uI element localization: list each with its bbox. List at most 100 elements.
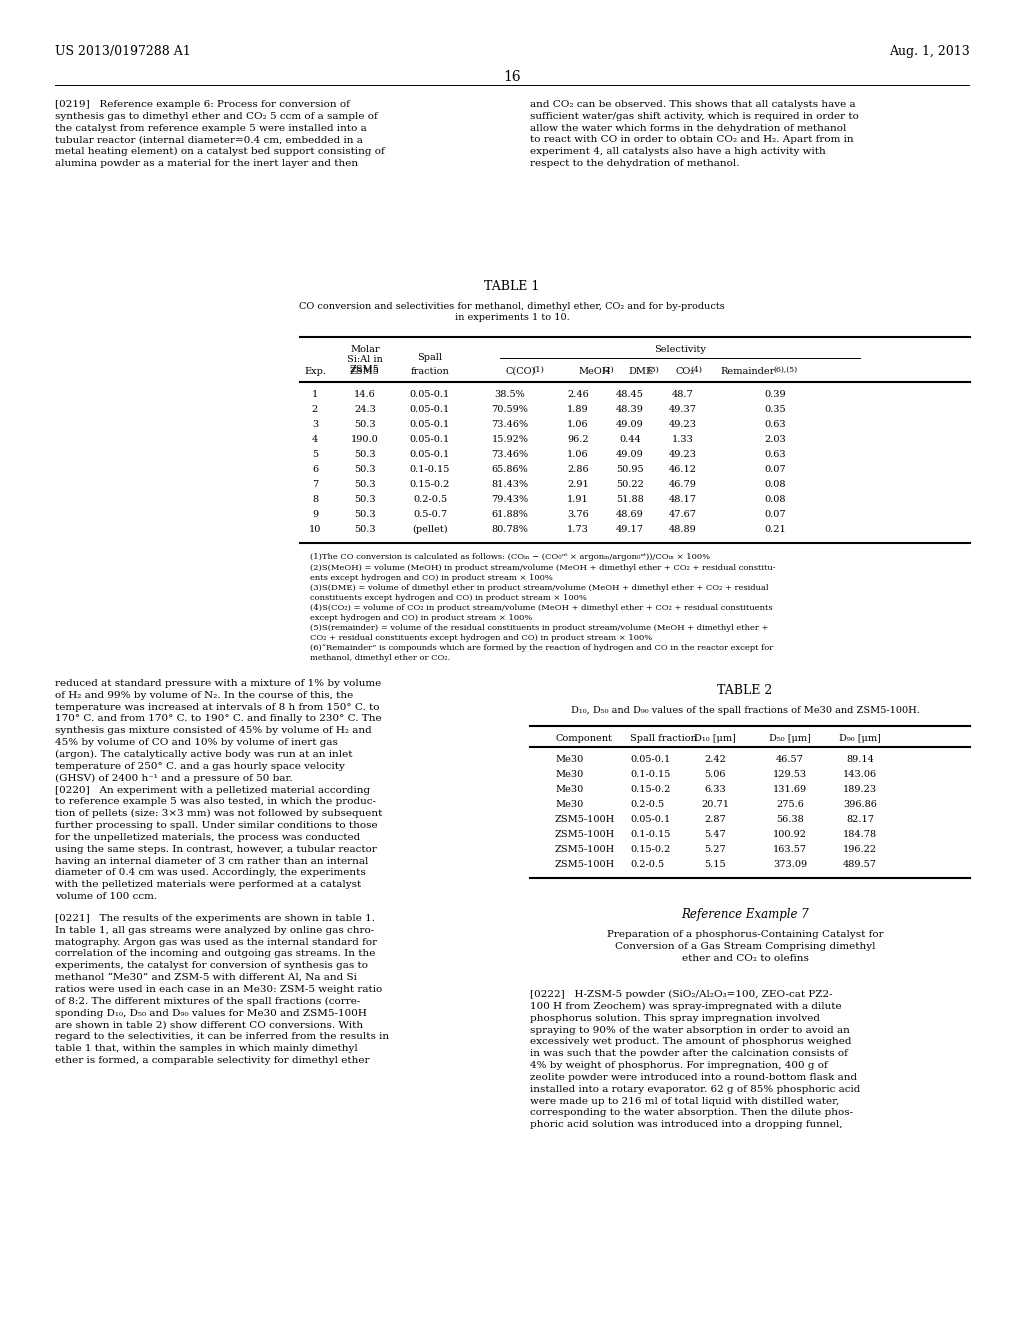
Text: 50.3: 50.3 — [354, 420, 376, 429]
Text: 0.05-0.1: 0.05-0.1 — [410, 450, 451, 459]
Text: 131.69: 131.69 — [773, 785, 807, 795]
Text: 48.45: 48.45 — [616, 389, 644, 399]
Text: 143.06: 143.06 — [843, 770, 878, 779]
Text: ZSM5-100H: ZSM5-100H — [555, 814, 615, 824]
Text: DME: DME — [628, 367, 653, 376]
Text: 50.3: 50.3 — [354, 465, 376, 474]
Text: 489.57: 489.57 — [843, 861, 877, 869]
Text: TABLE 2: TABLE 2 — [718, 684, 773, 697]
Text: Me30: Me30 — [555, 800, 584, 809]
Text: 5.27: 5.27 — [705, 845, 726, 854]
Text: 0.08: 0.08 — [764, 495, 785, 504]
Text: 100.92: 100.92 — [773, 830, 807, 840]
Text: 8: 8 — [312, 495, 318, 504]
Text: Spall fraction: Spall fraction — [630, 734, 697, 743]
Text: (2)S(MeOH) = volume (MeOH) in product stream/volume (MeOH + dimethyl ether + CO₂: (2)S(MeOH) = volume (MeOH) in product st… — [310, 564, 775, 582]
Text: 0.05-0.1: 0.05-0.1 — [410, 389, 451, 399]
Text: 46.12: 46.12 — [669, 465, 697, 474]
Text: D₅₀ [μm]: D₅₀ [μm] — [769, 734, 811, 743]
Text: 70.59%: 70.59% — [492, 405, 528, 414]
Text: (3)S(DME) = volume of dimethyl ether in product stream/volume (MeOH + dimethyl e: (3)S(DME) = volume of dimethyl ether in … — [310, 583, 769, 602]
Text: 6.33: 6.33 — [705, 785, 726, 795]
Text: 73.46%: 73.46% — [492, 450, 528, 459]
Text: 48.17: 48.17 — [669, 495, 697, 504]
Text: 190.0: 190.0 — [351, 436, 379, 444]
Text: 0.63: 0.63 — [764, 450, 785, 459]
Text: 396.86: 396.86 — [843, 800, 877, 809]
Text: 0.15-0.2: 0.15-0.2 — [630, 845, 671, 854]
Text: [0219]   Reference example 6: Process for conversion of
synthesis gas to dimethy: [0219] Reference example 6: Process for … — [55, 100, 385, 168]
Text: 16: 16 — [503, 70, 521, 84]
Text: 15.92%: 15.92% — [492, 436, 528, 444]
Text: 14.6: 14.6 — [354, 389, 376, 399]
Text: Me30: Me30 — [555, 770, 584, 779]
Text: 2.87: 2.87 — [705, 814, 726, 824]
Text: 0.5-0.7: 0.5-0.7 — [413, 510, 447, 519]
Text: Preparation of a phosphorus-Containing Catalyst for
Conversion of a Gas Stream C: Preparation of a phosphorus-Containing C… — [606, 931, 884, 962]
Text: reduced at standard pressure with a mixture of 1% by volume
of H₂ and 99% by vol: reduced at standard pressure with a mixt… — [55, 678, 382, 902]
Text: D₉₀ [μm]: D₉₀ [μm] — [839, 734, 881, 743]
Text: 1.73: 1.73 — [567, 525, 589, 535]
Text: 5.47: 5.47 — [705, 830, 726, 840]
Text: 3.76: 3.76 — [567, 510, 589, 519]
Text: Aug. 1, 2013: Aug. 1, 2013 — [889, 45, 970, 58]
Text: (pellet): (pellet) — [413, 525, 447, 535]
Text: 0.07: 0.07 — [764, 465, 785, 474]
Text: 5.15: 5.15 — [705, 861, 726, 869]
Text: 56.38: 56.38 — [776, 814, 804, 824]
Text: 0.1-0.15: 0.1-0.15 — [630, 770, 671, 779]
Text: ZSM5: ZSM5 — [350, 366, 380, 374]
Text: 0.1-0.15: 0.1-0.15 — [410, 465, 451, 474]
Text: ZSM5: ZSM5 — [350, 367, 380, 376]
Text: 6: 6 — [312, 465, 318, 474]
Text: 9: 9 — [312, 510, 318, 519]
Text: Reference Example 7: Reference Example 7 — [681, 908, 809, 921]
Text: 2.91: 2.91 — [567, 480, 589, 488]
Text: 0.07: 0.07 — [764, 510, 785, 519]
Text: 49.17: 49.17 — [616, 525, 644, 535]
Text: Me30: Me30 — [555, 785, 584, 795]
Text: 7: 7 — [312, 480, 318, 488]
Text: 38.5%: 38.5% — [495, 389, 525, 399]
Text: 0.2-0.5: 0.2-0.5 — [630, 861, 665, 869]
Text: 50.3: 50.3 — [354, 525, 376, 535]
Text: 1.33: 1.33 — [672, 436, 694, 444]
Text: 49.23: 49.23 — [669, 420, 697, 429]
Text: 0.05-0.1: 0.05-0.1 — [410, 420, 451, 429]
Text: 4: 4 — [312, 436, 318, 444]
Text: 0.05-0.1: 0.05-0.1 — [630, 814, 671, 824]
Text: 373.09: 373.09 — [773, 861, 807, 869]
Text: D₁₀ [μm]: D₁₀ [μm] — [694, 734, 736, 743]
Text: (4): (4) — [690, 366, 702, 374]
Text: (6),(5): (6),(5) — [773, 366, 797, 374]
Text: 163.57: 163.57 — [773, 845, 807, 854]
Text: [0221]   The results of the experiments are shown in table 1.
In table 1, all ga: [0221] The results of the experiments ar… — [55, 913, 389, 1065]
Text: 61.88%: 61.88% — [492, 510, 528, 519]
Text: (3): (3) — [647, 366, 658, 374]
Text: 48.89: 48.89 — [669, 525, 697, 535]
Text: 20.71: 20.71 — [701, 800, 729, 809]
Text: 24.3: 24.3 — [354, 405, 376, 414]
Text: 79.43%: 79.43% — [492, 495, 528, 504]
Text: (4)S(CO₂) = volume of CO₂ in product stream/volume (MeOH + dimethyl ether + CO₂ : (4)S(CO₂) = volume of CO₂ in product str… — [310, 605, 773, 622]
Text: Component: Component — [555, 734, 612, 743]
Text: 0.2-0.5: 0.2-0.5 — [413, 495, 447, 504]
Text: fraction: fraction — [411, 367, 450, 376]
Text: 46.57: 46.57 — [776, 755, 804, 764]
Text: 65.86%: 65.86% — [492, 465, 528, 474]
Text: 50.22: 50.22 — [616, 480, 644, 488]
Text: 96.2: 96.2 — [567, 436, 589, 444]
Text: 129.53: 129.53 — [773, 770, 807, 779]
Text: 0.08: 0.08 — [764, 480, 785, 488]
Text: 49.37: 49.37 — [669, 405, 697, 414]
Text: (2): (2) — [602, 366, 613, 374]
Text: 50.3: 50.3 — [354, 495, 376, 504]
Text: 2: 2 — [312, 405, 318, 414]
Text: 73.46%: 73.46% — [492, 420, 528, 429]
Text: 49.23: 49.23 — [669, 450, 697, 459]
Text: 1.89: 1.89 — [567, 405, 589, 414]
Text: (6)“Remainder” is compounds which are formed by the reaction of hydrogen and CO : (6)“Remainder” is compounds which are fo… — [310, 644, 773, 661]
Text: 51.88: 51.88 — [616, 495, 644, 504]
Text: TABLE 1: TABLE 1 — [484, 280, 540, 293]
Text: 82.17: 82.17 — [846, 814, 874, 824]
